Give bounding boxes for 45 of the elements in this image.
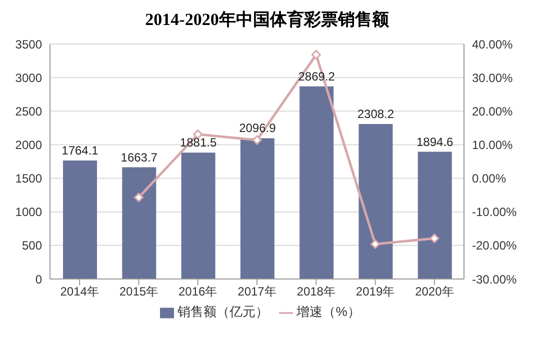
legend-label: 销售额（亿元）: [178, 304, 269, 319]
x-tick-label: 2016年: [178, 284, 218, 299]
y2-tick-label: 30.00%: [472, 70, 514, 85]
y2-tick-label: 20.00%: [472, 104, 514, 118]
y2-tick-label: -10.00%: [472, 205, 518, 220]
bar: [122, 167, 156, 279]
bar: [300, 86, 334, 279]
y-tick-label: 0: [35, 272, 42, 286]
y2-tick-label: -20.00%: [472, 238, 518, 253]
chart-title: 2014-2020年中国体育彩票销售额: [145, 10, 389, 29]
x-tick-label: 2018年: [296, 284, 336, 299]
data-label: 1881.5: [180, 136, 217, 150]
x-tick-label: 2017年: [238, 284, 276, 299]
x-tick-label: 2014年: [60, 284, 99, 299]
y2-tick-label: 10.00%: [472, 138, 514, 152]
point: [430, 234, 440, 244]
y-tick-label: 2000: [15, 138, 42, 152]
data-label: 1663.7: [120, 150, 158, 164]
y-tick-label: 2500: [15, 104, 42, 118]
y-tick-label: 500: [22, 238, 42, 253]
y-tick-label: 3000: [15, 70, 42, 85]
x-tick-label: 2019年: [356, 284, 395, 299]
bar: [358, 124, 393, 279]
data-label: 2308.2: [357, 107, 394, 122]
y-tick-label: 1000: [15, 205, 42, 220]
data-label: 1894.6: [416, 134, 454, 149]
y2-tick-label: -30.00%: [472, 272, 518, 286]
point: [370, 239, 380, 249]
bar: [181, 152, 216, 279]
y2-tick-label: 40.00%: [472, 37, 514, 52]
y-tick-label: 1500: [15, 172, 42, 186]
bar: [63, 160, 97, 279]
legend-label: 增速（%）: [296, 304, 360, 319]
point: [252, 135, 262, 145]
bar: [418, 152, 452, 279]
x-tick-label: 2015年: [119, 284, 158, 299]
data-label: 2096.9: [239, 121, 276, 136]
point: [134, 192, 144, 202]
point: [311, 50, 321, 60]
x-tick-label: 2020年: [415, 284, 454, 299]
y-tick-label: 3500: [15, 37, 42, 52]
data-label: 2869.2: [298, 69, 336, 84]
data-label: 1764.1: [62, 144, 99, 158]
y2-tick-label: 0.00%: [472, 172, 506, 186]
bar: [240, 138, 274, 279]
